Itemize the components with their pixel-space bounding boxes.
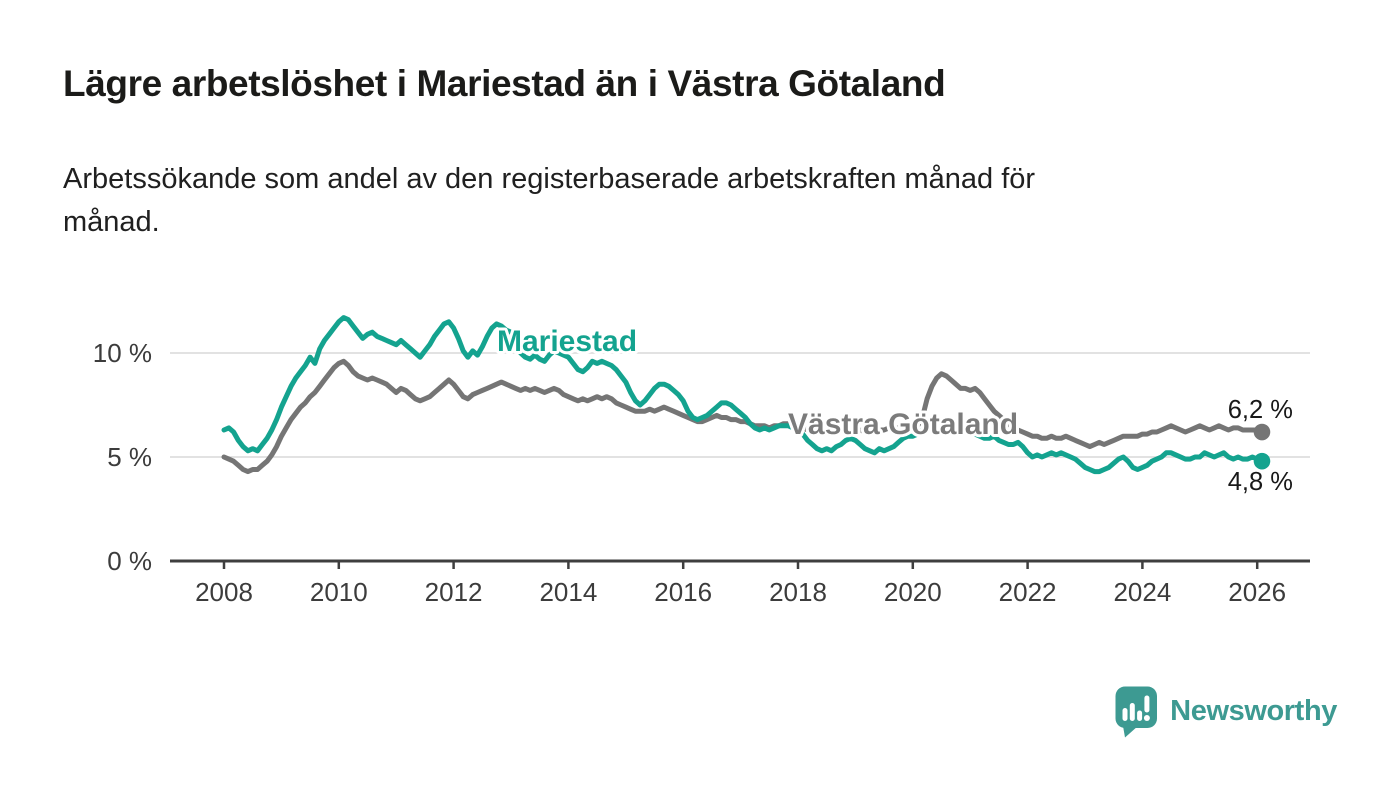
x-tick-label: 2020 — [884, 577, 942, 607]
x-tick-label: 2022 — [999, 577, 1057, 607]
y-tick-label: 5 % — [107, 442, 152, 472]
end-value-label-vastra-gotaland: 6,2 % — [1228, 396, 1293, 424]
x-tick-label: 2008 — [195, 577, 253, 607]
series-line-mariestad — [221, 315, 1265, 475]
y-tick-label: 10 % — [93, 338, 152, 368]
x-tick-label: 2026 — [1228, 577, 1286, 607]
end-value-label-mariestad: 4,8 % — [1228, 468, 1293, 496]
y-tick-label: 0 % — [107, 546, 152, 576]
x-tick-label: 2016 — [654, 577, 712, 607]
x-tick-label: 2010 — [310, 577, 368, 607]
series-label-mariestad: Mariestad — [497, 325, 637, 358]
x-tick-label: 2018 — [769, 577, 827, 607]
x-tick-label: 2014 — [539, 577, 597, 607]
chart-subtitle: Arbetssökande som andel av den registerb… — [63, 163, 1036, 238]
x-tick-label: 2012 — [425, 577, 483, 607]
newsworthy-logo: Newsworthy — [1114, 685, 1337, 738]
page-title: Lägre arbetslöshet i Mariestad än i Väst… — [63, 63, 946, 104]
x-tick-label: 2024 — [1113, 577, 1171, 607]
series-line-vastra-gotaland — [221, 358, 1265, 475]
series-label-vastra-gotaland: Västra Götaland — [788, 408, 1018, 441]
newsworthy-logo-icon — [1115, 686, 1158, 738]
newsworthy-logo-text: Newsworthy — [1170, 695, 1337, 727]
series-end-dot-vastra-gotaland — [1253, 423, 1271, 441]
series-end-dot-mariestad — [1253, 452, 1271, 470]
